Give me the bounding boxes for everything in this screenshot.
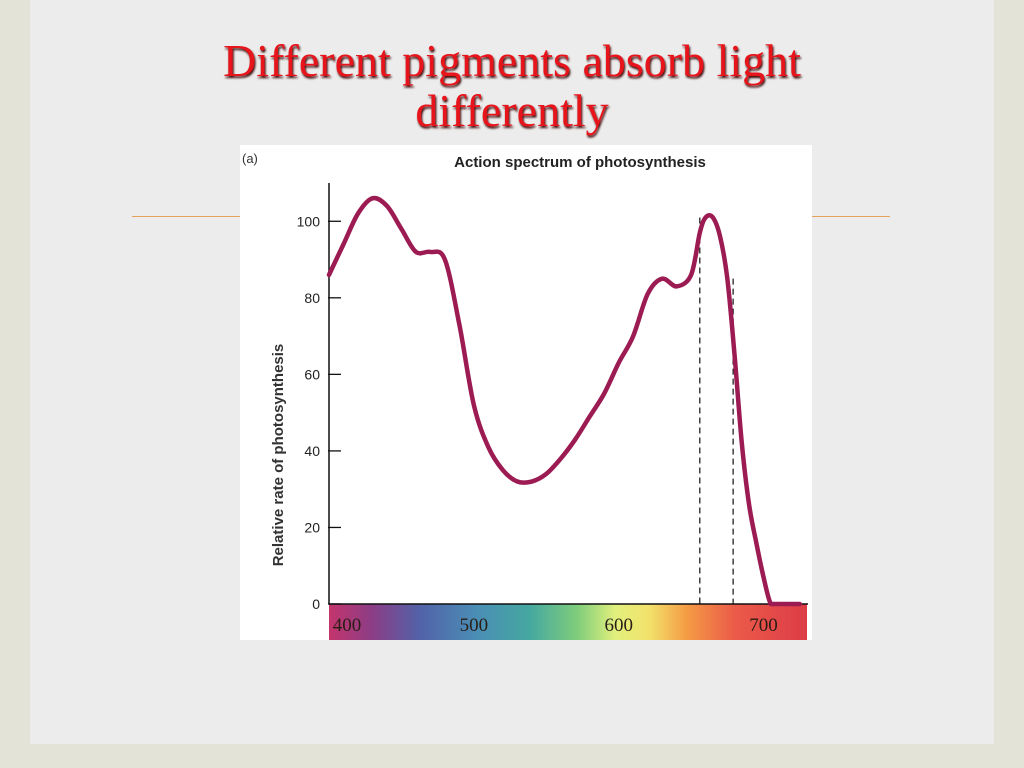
title-rule-right: [812, 216, 890, 217]
y-tick-label: 60: [304, 366, 320, 382]
panel-label: (a): [242, 151, 258, 166]
y-tick-label: 80: [304, 290, 320, 306]
x-tick-label: 600: [604, 615, 633, 636]
action-spectrum-curve: [326, 195, 803, 607]
x-tick-label: 500: [460, 615, 489, 636]
slide-title-line1: Different pigments absorb light: [223, 35, 801, 86]
chart-title: Action spectrum of photosynthesis: [454, 154, 706, 171]
y-tick-label: 20: [304, 519, 320, 535]
y-tick-label: 40: [304, 443, 320, 459]
spectrum-band: [329, 604, 807, 640]
action-spectrum-chart: (a) Action spectrum of photosynthesis Re…: [242, 151, 808, 640]
slide-title-line2: differently: [415, 85, 609, 136]
y-tick-label: 0: [312, 596, 320, 612]
chart-figure: (a) Action spectrum of photosynthesis Re…: [240, 145, 812, 640]
y-tick-label: 100: [297, 213, 321, 229]
y-axis-label: Relative rate of photosynthesis: [270, 344, 287, 567]
x-tick-label: 700: [749, 615, 778, 636]
title-rule-left: [132, 216, 240, 217]
x-tick-label: 400: [333, 615, 362, 636]
slide-title: Different pigments absorb light differen…: [0, 36, 1024, 136]
